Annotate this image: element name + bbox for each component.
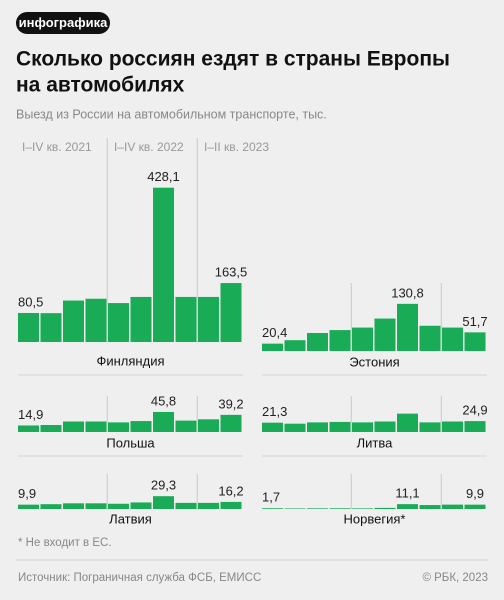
bar (352, 327, 373, 351)
bar (352, 508, 373, 509)
bar (442, 504, 463, 509)
value-label: 45,8 (151, 393, 176, 408)
bar (198, 296, 219, 342)
bar (442, 421, 463, 432)
bar (108, 422, 129, 432)
chart-title: Литва (357, 435, 394, 450)
value-label: 24,9 (462, 403, 487, 418)
bar (284, 423, 306, 432)
bar (262, 422, 283, 432)
chart-title: Норвегия* (344, 511, 406, 526)
bar (108, 503, 129, 509)
bar (18, 504, 39, 509)
bar (18, 425, 39, 432)
bar (85, 503, 107, 509)
bar (63, 503, 84, 509)
value-label: 11,1 (395, 486, 419, 501)
bar (175, 420, 197, 432)
badge-bg (16, 12, 110, 34)
bar (153, 187, 174, 342)
bar (130, 421, 152, 432)
bar (108, 303, 129, 342)
bar (130, 296, 152, 342)
bar (329, 508, 351, 509)
bar (40, 425, 62, 432)
value-label: 80,5 (18, 294, 43, 309)
bar (397, 303, 418, 351)
bar (397, 413, 418, 432)
bar (85, 298, 107, 342)
bar (419, 505, 441, 509)
bar (220, 283, 242, 342)
bar (464, 332, 486, 351)
bar (442, 327, 463, 351)
bar (198, 502, 219, 509)
bar (220, 414, 242, 432)
bar (130, 502, 152, 509)
bar (374, 421, 396, 432)
value-label: 51,7 (462, 314, 487, 329)
value-label: 9,9 (18, 486, 36, 501)
bar (18, 312, 39, 342)
bar (329, 330, 351, 351)
bar (284, 340, 306, 351)
subtitle: Выезд из России на автомобильном транспо… (16, 107, 327, 121)
source: Источник: Пограничная служба ФСБ, ЕМИСС (18, 572, 261, 584)
title-line: Сколько россиян ездят в страны Европы (16, 48, 450, 71)
value-label: 29,3 (151, 478, 176, 493)
bar (175, 296, 197, 342)
value-label: 39,2 (218, 396, 243, 411)
value-label: 14,9 (18, 407, 43, 422)
bar (262, 343, 283, 351)
credit: © РБК, 2023 (422, 572, 488, 584)
chart-title: Польша (106, 435, 155, 450)
period-label: I–II кв. 2023 (204, 140, 269, 154)
value-label: 21,3 (262, 404, 287, 419)
chart-title: Эстония (349, 354, 399, 369)
value-label: 163,5 (215, 265, 248, 280)
bar (175, 502, 197, 509)
bar (374, 507, 396, 509)
bar (307, 332, 328, 351)
value-label: 20,4 (262, 325, 287, 340)
bar (419, 422, 441, 432)
footnote: * Не входит в ЕС. (18, 537, 112, 549)
bar (198, 419, 219, 432)
bar (307, 422, 328, 432)
bar (220, 501, 242, 509)
bar (153, 496, 174, 509)
badge: инфографика (19, 15, 108, 30)
chart-title: Латвия (109, 511, 152, 526)
value-label: 1,7 (262, 490, 280, 505)
bar (40, 504, 62, 509)
bar (329, 421, 351, 432)
bar (85, 421, 107, 432)
period-label: I–IV кв. 2022 (114, 140, 184, 154)
bar (464, 504, 486, 509)
value-label: 130,8 (391, 285, 424, 300)
period-label: I–IV кв. 2021 (22, 140, 92, 154)
bar (40, 313, 62, 342)
bar (464, 421, 486, 432)
value-label: 9,9 (466, 486, 484, 501)
value-label: 16,2 (218, 483, 243, 498)
bar (153, 411, 174, 432)
bar (262, 508, 283, 509)
value-label: 428,1 (147, 169, 180, 184)
bar (63, 421, 84, 432)
bar (397, 504, 418, 509)
bar (284, 508, 306, 509)
bar (374, 318, 396, 351)
bar (352, 422, 373, 432)
chart-title: Финляндия (96, 353, 164, 368)
bar (419, 325, 441, 351)
title-line: на автомобилях (16, 74, 185, 97)
bar (307, 508, 328, 509)
bar (63, 300, 84, 342)
